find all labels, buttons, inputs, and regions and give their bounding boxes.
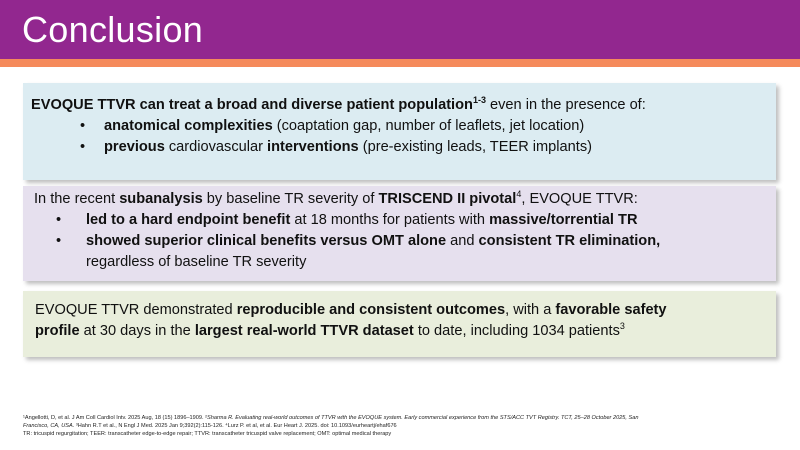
box3-b2: favorable safety <box>555 302 667 318</box>
box3-b1: reproducible and consistent outcomes <box>236 302 506 318</box>
footnote-references-line2: Francisco, CA, USA. ³Hahn R.T et al., N … <box>23 422 783 430</box>
box3-t1: EVOQUE TTVR demonstrated <box>35 302 237 318</box>
box2-bullet1-bold2: massive/torrential TR <box>489 212 638 228</box>
box3-b4: largest real-world TTVR dataset <box>194 323 414 339</box>
box2-intro-1: In the recent <box>34 191 120 207</box>
box1-bullet2-text: cardiovascular <box>164 139 268 155</box>
footnotes: ¹Angellotti, D, et al. J Am Coll Cardiol… <box>23 414 783 438</box>
box1-lead-sup: 1-3 <box>472 95 486 106</box>
bullet-dot-icon: • <box>80 118 86 134</box>
box2-bullet2-text: and <box>446 233 479 249</box>
box1-bullet: • previous cardiovascular interventions … <box>31 137 776 158</box>
footnote-ref-1: ¹Angellotti, D, et al. J Am Coll Cardiol… <box>23 415 207 421</box>
box2-intro-bold-1: subanalysis <box>119 191 203 207</box>
box2-intro-bold-2: TRISCEND II pivotal <box>378 191 517 207</box>
box3-b3: profile <box>35 323 80 339</box>
footnote-ref-3-4: ³Hahn R.T et al., N Engl J Med. 2025 Jan… <box>74 423 397 429</box>
box3-t2: , with a <box>505 302 556 318</box>
box2-intro-3: , EVOQUE TTVR: <box>521 191 638 207</box>
box1-bullet2-bold: previous <box>104 139 165 155</box>
box1-bullet2-bold2: interventions <box>267 139 359 155</box>
bullet-dot-icon: • <box>80 139 86 155</box>
box1-lead: EVOQUE TTVR can treat a broad and divers… <box>31 95 776 116</box>
box3-t3: at 30 days in the <box>79 323 195 339</box>
conclusion-box-subanalysis: In the recent subanalysis by baseline TR… <box>23 186 776 281</box>
bullet-dot-icon: • <box>56 233 62 249</box>
box3-line1: EVOQUE TTVR demonstrated reproducible an… <box>35 300 776 321</box>
box1-bullet: • anatomical complexities (coaptation ga… <box>31 116 776 137</box>
box2-bullet1-text: at 18 months for patients with <box>290 212 490 228</box>
footnote-references-line1: ¹Angellotti, D, et al. J Am Coll Cardiol… <box>23 414 783 422</box>
box2-bullet1-bold: led to a hard endpoint benefit <box>86 212 291 228</box>
conclusion-box-real-world: EVOQUE TTVR demonstrated reproducible an… <box>23 291 776 357</box>
box2-intro-2: by baseline TR severity of <box>202 191 379 207</box>
footnote-ref-2-cont: Francisco, CA, USA. <box>23 423 75 429</box>
box3-line2: profile at 30 days in the largest real-w… <box>35 321 776 342</box>
box3-sup: 3 <box>619 321 625 332</box>
box2-bullet2-line2: regardless of baseline TR severity <box>86 254 307 270</box>
title-bar: Conclusion <box>0 0 800 59</box>
box1-lead-rest: even in the presence of: <box>485 97 646 113</box>
slide-title: Conclusion <box>22 9 204 50</box>
box2-bullet: • led to a hard endpoint benefit at 18 m… <box>34 210 776 231</box>
box2-bullet2-bold2: consistent TR elimination, <box>478 233 661 249</box>
footnote-ref-2: Sharma R. Evaluating real-world outcomes… <box>206 415 639 421</box>
box2-bullet: • showed superior clinical benefits vers… <box>34 231 776 273</box>
box1-lead-bold: EVOQUE TTVR can treat a broad and divers… <box>31 97 473 113</box>
bullet-dot-icon: • <box>56 212 62 228</box>
footnote-abbreviations: TR: tricuspid regurgitation; TEER: trans… <box>23 431 392 437</box>
box3-t4: to date, including 1034 patients <box>413 323 620 339</box>
box2-intro-sup: 4 <box>516 189 522 200</box>
conclusion-box-patient-population: EVOQUE TTVR can treat a broad and divers… <box>23 83 776 180</box>
box1-bullet2-text2: (pre-existing leads, TEER implants) <box>358 139 592 155</box>
box1-bullet1-text: (coaptation gap, number of leaflets, jet… <box>272 118 585 134</box>
box1-bullet1-bold: anatomical complexities <box>104 118 273 134</box>
box2-intro: In the recent subanalysis by baseline TR… <box>34 189 776 210</box>
title-underline <box>0 59 800 67</box>
box2-bullet2-bold: showed superior clinical benefits versus… <box>86 233 447 249</box>
